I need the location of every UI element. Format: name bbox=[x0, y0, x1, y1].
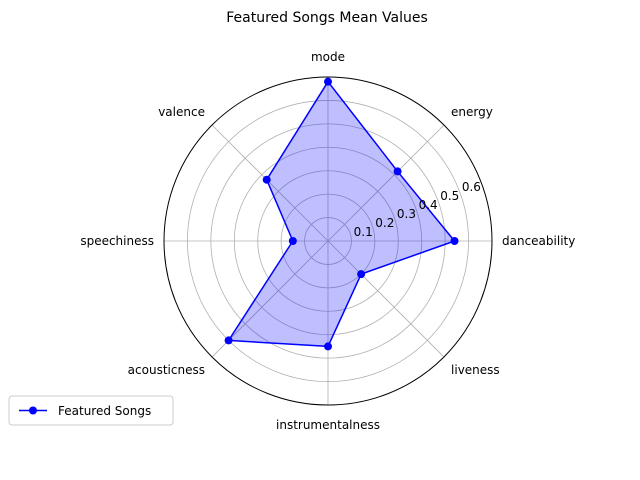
data-point-danceability bbox=[450, 237, 459, 245]
polar-spine bbox=[163, 76, 493, 406]
chart-title: Featured Songs Mean Values bbox=[226, 10, 428, 26]
axis-label-liveness: liveness bbox=[451, 363, 500, 377]
data-point-speechiness bbox=[288, 237, 297, 245]
r-tick-label: 0.2 bbox=[375, 216, 394, 230]
axis-label-valence: valence bbox=[158, 105, 205, 119]
data-point-valence bbox=[262, 175, 271, 184]
legend-frame bbox=[8, 395, 174, 426]
legend-marker-swatch bbox=[29, 406, 37, 415]
axis-label-mode: mode bbox=[311, 50, 345, 64]
axis-label-energy: energy bbox=[451, 105, 493, 119]
grid-spoke-energy bbox=[327, 124, 445, 242]
label-layer: 0.10.20.30.40.50.6 danceability energy mode… bbox=[80, 50, 575, 432]
axis-label-danceability: danceability bbox=[502, 234, 575, 248]
data-point-energy bbox=[393, 167, 402, 176]
grid-spoke-liveness bbox=[327, 240, 445, 358]
data-point-acousticness bbox=[224, 336, 233, 345]
data-point-liveness bbox=[357, 270, 366, 279]
legend: Featured Songs bbox=[8, 395, 174, 426]
legend-label: Featured Songs bbox=[58, 404, 151, 418]
grid-spoke-valence bbox=[211, 124, 329, 242]
r-tick-label: 0.1 bbox=[354, 225, 373, 239]
data-point-mode bbox=[324, 77, 332, 86]
r-tick-label: 0.6 bbox=[462, 180, 481, 194]
axis-label-instrumentalness: instrumentalness bbox=[276, 418, 380, 432]
axis-label-acousticness: acousticness bbox=[128, 363, 205, 377]
series-fill-area bbox=[228, 81, 455, 347]
r-tick-label: 0.4 bbox=[419, 198, 438, 212]
data-point-instrumentalness bbox=[324, 342, 332, 351]
r-tick-label: 0.5 bbox=[440, 189, 459, 203]
axis-label-speechiness: speechiness bbox=[80, 234, 154, 248]
series-layer bbox=[224, 77, 459, 351]
r-tick-label: 0.3 bbox=[397, 207, 416, 221]
